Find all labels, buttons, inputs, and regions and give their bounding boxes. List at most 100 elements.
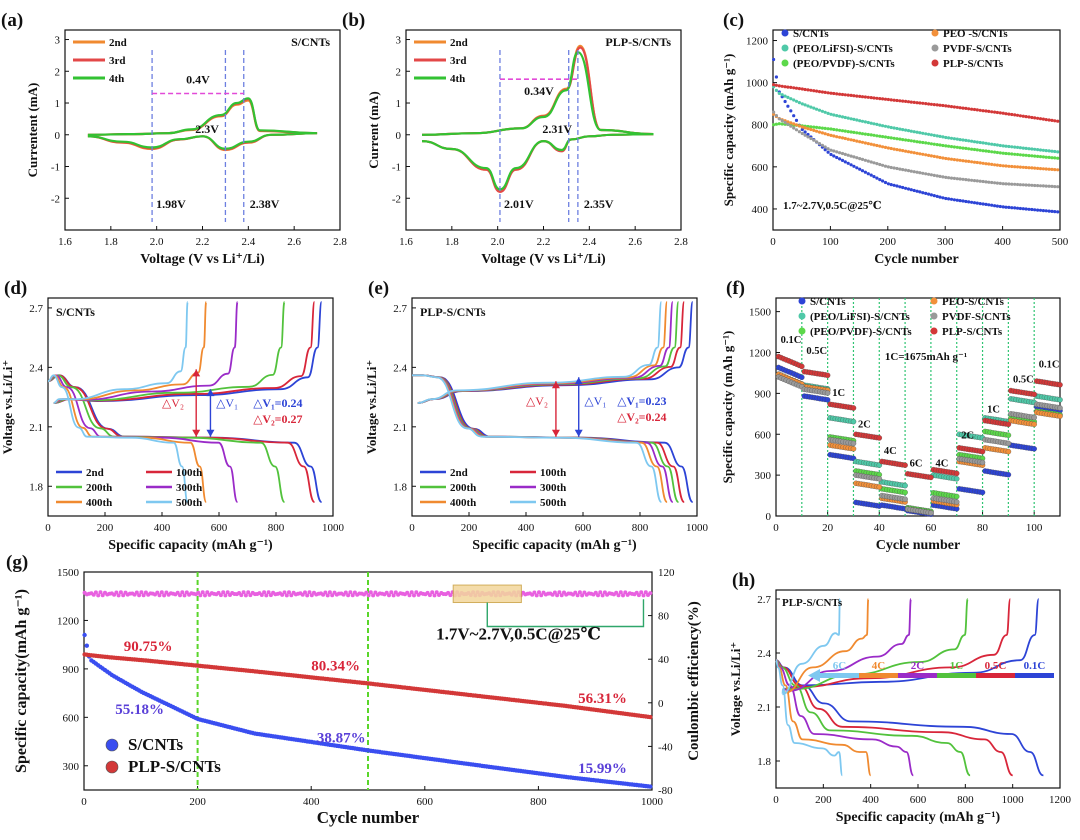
data-point-c-1 [932, 133, 936, 137]
panel-c: 0 100 200 300 400 500 400 600 800 1000 1200 Cycle n… [721, 10, 1069, 267]
y-tick-label-g-0: 300 [63, 761, 80, 773]
data-point-c-3 [949, 157, 954, 161]
data-point-c-3 [792, 122, 796, 126]
data-point-c-3 [935, 155, 939, 159]
x-tick-label-d-3: 600 [211, 522, 228, 534]
zoom-box-g [452, 584, 522, 604]
data-point-c-0 [1015, 206, 1020, 210]
data-point-c-5 [806, 88, 810, 92]
delta-v2-label-d: △V₂ [162, 396, 184, 410]
data-point-c-4 [858, 157, 862, 161]
data-point-c-3 [993, 163, 997, 167]
data-point-c-3 [840, 136, 845, 140]
data-point-c-3 [927, 153, 931, 157]
data-point-c-5 [993, 110, 997, 114]
data-point-c-1 [1015, 145, 1020, 149]
data-point-c-2 [866, 132, 870, 137]
ce-point-g [118, 590, 123, 595]
x-tick-label-a-1: 1.8 [104, 236, 118, 248]
data-point-c-0 [1013, 206, 1017, 210]
data-point-c-1 [809, 105, 813, 109]
data-point-c-3 [961, 159, 965, 163]
data-point-c-3 [975, 160, 979, 165]
data-point-c-4 [909, 169, 913, 173]
data-point-c-5 [909, 100, 913, 104]
data-point-c-0 [901, 185, 905, 190]
data-point-c-3 [915, 151, 919, 155]
panel-label-f: (f) [726, 278, 745, 299]
data-point-c-1 [820, 109, 825, 113]
ce-point-g [114, 590, 119, 595]
data-point-c-4 [978, 179, 982, 183]
data-point-c-4 [970, 178, 974, 182]
data-point-c-0 [846, 161, 850, 165]
data-point-c-1 [803, 103, 807, 107]
data-point-c-1 [889, 125, 893, 130]
data-point-c-0 [975, 201, 979, 205]
y2-tick-label-0: -80 [658, 785, 673, 797]
data-point-c-2 [829, 127, 833, 131]
data-point-c-3 [852, 138, 856, 142]
data-point-c-3 [1044, 167, 1048, 171]
panel-label-d: (d) [4, 278, 27, 299]
panel-g: 0 200 400 600 800 100030060090012001500Cycle … [6, 552, 702, 827]
data-point-c-4 [772, 110, 776, 114]
data-point-c-4 [838, 151, 842, 155]
ce-point-g [330, 593, 335, 598]
data-point-c-0 [1024, 207, 1028, 211]
arrow-segment-h-3 [937, 673, 976, 678]
data-point-c-3 [878, 144, 882, 148]
data-point-c-1 [947, 136, 951, 140]
legend-label-e-0: 2nd [450, 467, 468, 479]
data-point-c-5 [1013, 113, 1017, 117]
data-point-c-5 [952, 105, 957, 109]
panel-h: 0 200 400 600 800 1000 1200 1.8 2.1 2.4 2.7 Specifi… [728, 570, 1072, 825]
ce-point-g [100, 593, 105, 598]
data-point-c-5 [809, 88, 813, 92]
data-point-c-5 [855, 94, 859, 98]
data-point-c-2 [967, 147, 971, 151]
arrow-label-h-1: 4C [872, 660, 886, 672]
data-point-f-4 [953, 499, 960, 505]
data-point-c-3 [1027, 166, 1031, 170]
data-point-c-2 [817, 126, 822, 130]
ce-point-g [198, 593, 203, 598]
x-tick-label-a-2: 2.0 [150, 236, 164, 248]
data-point-c-4 [883, 164, 888, 168]
data-point-c-4 [783, 120, 787, 125]
x-tick-label-c-5: 500 [1052, 236, 1069, 248]
data-point-c-4 [1001, 182, 1005, 186]
legend-label-f-2: (PEO/PVDF)-S/CNTs [810, 326, 912, 338]
legend-label-d-4: 400th [86, 497, 112, 509]
data-point-c-0 [866, 172, 870, 176]
data-point-c-5 [1007, 112, 1011, 116]
data-point-f-0 [1031, 446, 1037, 452]
ce-point-g [98, 590, 103, 595]
data-point-c-0 [1001, 205, 1005, 209]
data-point-c-0 [1033, 208, 1037, 212]
x-tick-label-b-6: 2.8 [674, 236, 688, 248]
data-point-c-5 [995, 110, 1000, 115]
plot-frame-h [775, 589, 1061, 789]
panel-d: 0 200 400 600 800 1000 1.8 2.1 2.4 2.7 Specific ca… [0, 278, 345, 553]
x-axis-label-a: Voltage (V vs Li⁺/Li) [140, 252, 265, 267]
ce-point-g [448, 593, 453, 598]
x-tick-label-h-0: 0 [773, 794, 779, 806]
data-point-c-0 [1038, 208, 1043, 212]
data-point-c-1 [1007, 144, 1011, 149]
ce-point-g [598, 590, 603, 595]
data-point-c-3 [892, 147, 896, 151]
data-point-c-1 [898, 127, 902, 131]
data-point-f-0 [979, 489, 986, 496]
data-point-c-1 [835, 114, 839, 118]
y-tick-label-a-0: -2 [51, 193, 60, 205]
x-tick-label-f-5: 100 [1026, 522, 1043, 534]
legend-marker-g-1 [105, 760, 119, 774]
data-point-c-2 [987, 149, 991, 153]
data-point-c-3 [955, 158, 959, 162]
data-point-c-1 [815, 107, 819, 111]
data-point-c-3 [967, 159, 971, 163]
arrow-label-h-4: 0.5C [985, 660, 1007, 672]
data-point-c-5 [938, 103, 942, 107]
ce-point-g [618, 590, 623, 595]
